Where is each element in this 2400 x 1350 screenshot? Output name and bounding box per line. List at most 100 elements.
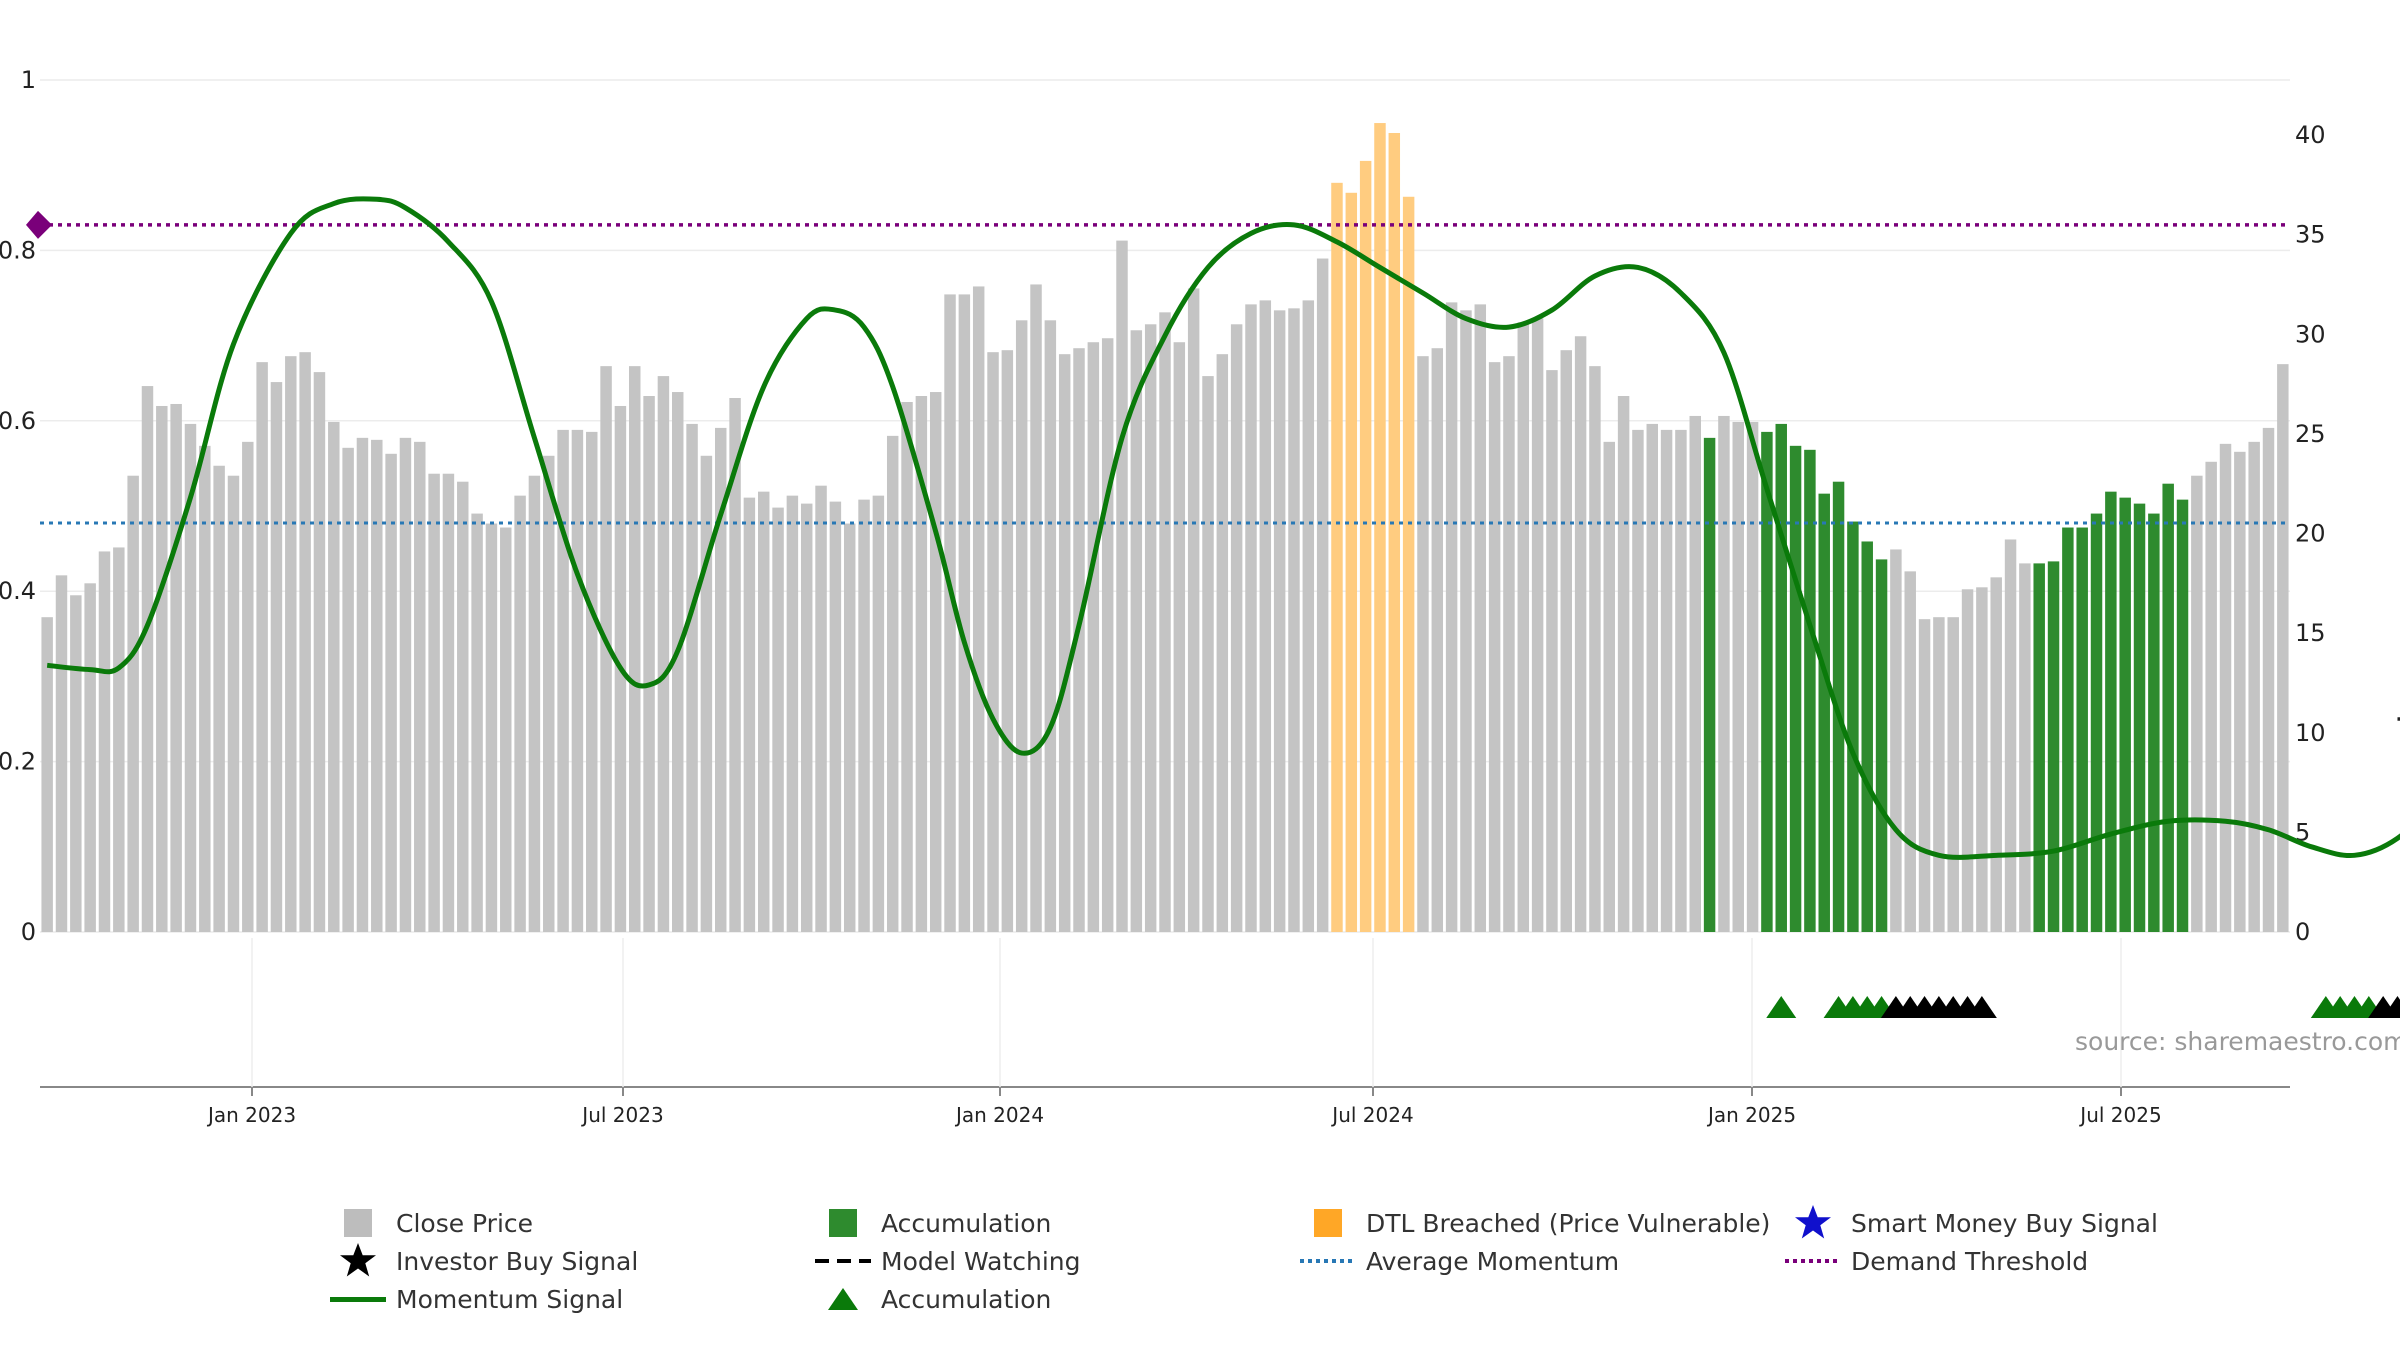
price-bar	[242, 441, 254, 932]
left-tick-label: 0.8	[0, 236, 36, 264]
price-bar	[829, 501, 842, 932]
legend-label: Close Price	[396, 1208, 534, 1238]
right-tick-label: 10	[2295, 719, 2326, 747]
price-bar	[1345, 192, 1358, 933]
price-bar	[672, 392, 684, 933]
price-bar	[1316, 258, 1329, 932]
price-bar	[256, 362, 268, 932]
price-bar	[1718, 415, 1730, 932]
left-axis-ticks: 0 0.2 0.4 0.6 0.8 1	[0, 66, 36, 946]
price-bar	[557, 429, 569, 932]
price-bar	[1173, 342, 1186, 933]
legend-investor-buy: Investor Buy Signal	[330, 1243, 638, 1279]
price-bar	[1861, 541, 1873, 932]
price-bar	[987, 352, 999, 932]
price-bar	[2262, 427, 2275, 932]
price-bar	[1288, 308, 1300, 932]
legend-label: Smart Money Buy Signal	[1851, 1208, 2158, 1238]
price-bar	[1560, 350, 1573, 932]
price-bar	[1660, 429, 1673, 932]
price-bar	[858, 499, 870, 932]
price-bar	[500, 527, 512, 932]
price-bar	[1703, 437, 1716, 932]
price-bar	[41, 617, 53, 932]
price-bar	[2047, 561, 2060, 932]
momentum-line	[46, 196, 2400, 860]
legend-label: Demand Threshold	[1851, 1246, 2089, 1276]
price-bar	[1445, 302, 1458, 932]
price-bar	[1359, 160, 1372, 933]
legend-dtl-breached: DTL Breached (Price Vulnerable)	[1300, 1205, 1770, 1241]
price-bar	[1517, 322, 1530, 932]
price-bar	[800, 503, 813, 932]
price-bar	[342, 447, 354, 932]
price-bar	[1259, 300, 1272, 932]
price-bar	[915, 396, 928, 933]
price-bar	[1675, 429, 1687, 932]
green-square-icon	[815, 1205, 871, 1241]
price-bar	[772, 507, 784, 932]
price-bar	[1073, 348, 1085, 932]
right-tick-label: 5	[2295, 818, 2310, 846]
price-bar	[1933, 617, 1945, 932]
price-bar	[657, 376, 670, 932]
price-bar	[1101, 338, 1114, 932]
x-axis: Jan 2023 Jul 2023 Jan 2024 Jul 2024 Jan 2025…	[40, 938, 2290, 1127]
price-bar	[1130, 330, 1143, 932]
price-bar	[2176, 499, 2189, 932]
legend-accumulation-marker: Accumulation	[815, 1281, 1051, 1317]
price-bar	[1818, 493, 1830, 932]
source-label: source: sharemaestro.com	[2075, 1027, 2400, 1056]
price-bar	[1216, 354, 1229, 932]
price-bar	[944, 294, 956, 932]
legend-model-watching: Model Watching	[815, 1243, 1081, 1279]
price-bar	[184, 423, 197, 932]
price-bar	[2248, 441, 2260, 932]
price-bar	[1603, 441, 1615, 932]
price-bar	[141, 386, 154, 932]
price-bar	[2219, 443, 2232, 932]
price-bar	[2076, 527, 2088, 932]
legend-label: DTL Breached (Price Vulnerable)	[1366, 1208, 1771, 1238]
price-bar	[1890, 549, 1902, 932]
left-tick-label: 0.4	[0, 577, 36, 605]
orange-square-icon	[1300, 1205, 1356, 1241]
accumulation-triangle	[2396, 1013, 2400, 1018]
dotted-line-icon	[1785, 1243, 1841, 1279]
momentum-signal	[46, 196, 2400, 860]
legend-smart-money: Smart Money Buy Signal	[1785, 1205, 2158, 1241]
price-bar	[1746, 421, 1759, 932]
price-bar	[385, 453, 397, 932]
right-axis-ticks: 0 5 10 15 20 25 30 35 40	[2295, 121, 2326, 946]
price-bar	[213, 465, 225, 932]
legend: Close Price Investor Buy Signal Momentum…	[0, 1205, 2400, 1335]
price-bar	[1875, 559, 1888, 932]
price-bar	[156, 405, 168, 933]
dotted-line-icon	[1300, 1243, 1356, 1279]
legend-label: Model Watching	[881, 1246, 1081, 1276]
price-bar	[1961, 589, 1974, 932]
price-bar	[84, 583, 96, 932]
price-bar	[514, 495, 526, 932]
price-bar	[1087, 342, 1100, 933]
legend-average-momentum: Average Momentum	[1300, 1243, 1619, 1279]
price-bar	[2162, 483, 2174, 932]
chart-area: 0 0.2 0.4 0.6 0.8 1 0 5 10 15 20 25 30 35 40 Jan 2023…	[0, 66, 2400, 1127]
price-bar	[2148, 513, 2160, 932]
x-tick-label: Jul 2024	[1330, 1103, 1413, 1127]
right-tick-label: 20	[2295, 520, 2326, 548]
price-bar	[743, 497, 756, 932]
price-bar	[299, 352, 311, 932]
price-bar	[600, 366, 612, 932]
price-bar	[127, 475, 139, 932]
price-bar	[414, 441, 426, 932]
legend-close-price: Close Price	[330, 1205, 533, 1241]
price-bar	[715, 427, 727, 932]
price-bar	[1574, 336, 1587, 932]
price-bar	[686, 423, 698, 932]
legend-label: Average Momentum	[1366, 1246, 1620, 1276]
close-price-bars	[41, 123, 2289, 933]
price-bar	[1732, 421, 1744, 932]
price-bar	[1488, 362, 1501, 932]
price-bar	[371, 439, 383, 932]
